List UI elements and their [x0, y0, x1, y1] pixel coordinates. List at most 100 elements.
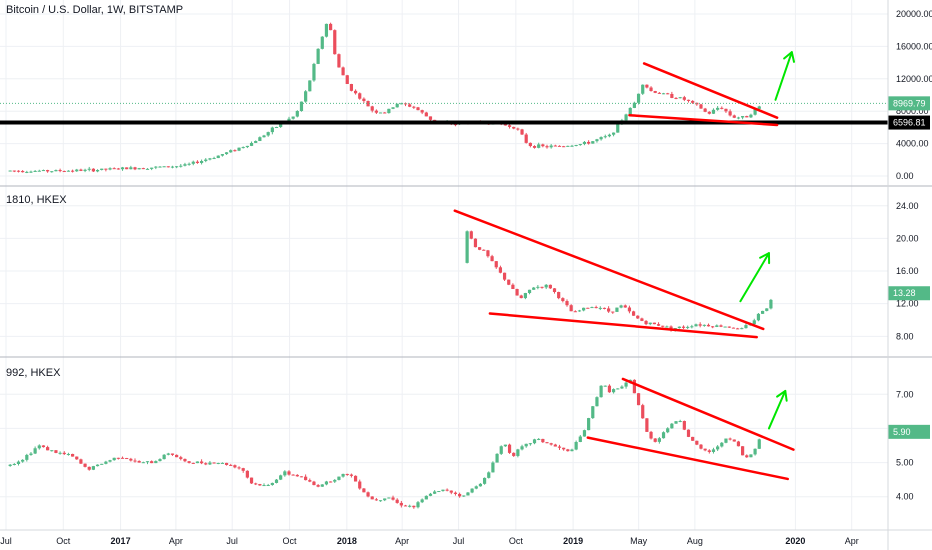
candle-body	[324, 481, 329, 485]
candle-body	[150, 167, 154, 169]
candle-body	[632, 102, 637, 108]
candle-body	[237, 467, 241, 469]
candle-body	[191, 161, 195, 164]
candle-body	[29, 171, 33, 173]
price-tick-label: 0.00	[896, 171, 914, 181]
candle-body	[711, 326, 715, 328]
candle-body	[195, 461, 200, 464]
candle-body	[50, 171, 54, 173]
candle-body	[661, 432, 666, 439]
candle-body	[333, 30, 337, 55]
last-price-label: 13.28	[893, 288, 916, 298]
candle-body	[95, 464, 100, 467]
candle-body	[175, 166, 179, 168]
candle-body	[254, 483, 258, 485]
candle-body	[391, 107, 395, 109]
candle-body	[636, 93, 641, 103]
candle-body	[745, 455, 749, 458]
time-tick-label: Jul	[0, 536, 12, 546]
candle-body	[100, 168, 104, 170]
candle-body	[21, 171, 25, 173]
candle-body	[279, 475, 283, 480]
candle-body	[524, 134, 528, 143]
candle-body	[395, 499, 399, 503]
candle-body	[595, 397, 599, 407]
candle-body	[212, 158, 216, 160]
candle-body	[636, 315, 640, 319]
candle-body	[58, 170, 62, 172]
candle-body	[353, 90, 358, 94]
candle-body	[237, 147, 241, 151]
candle-body	[145, 461, 150, 463]
candle-body	[258, 484, 262, 486]
candle-body	[677, 326, 681, 329]
candle-body	[615, 307, 619, 312]
candle-body	[353, 475, 358, 482]
candle-body	[283, 471, 287, 476]
candle-body	[720, 107, 724, 109]
candle-body	[79, 459, 83, 464]
candle-body	[133, 460, 137, 462]
candle-body	[557, 145, 562, 147]
candle-body	[304, 91, 308, 102]
candle-body	[486, 250, 490, 257]
candle-body	[741, 446, 745, 456]
candle-body	[337, 476, 341, 480]
candle-body	[557, 292, 561, 299]
candle-body	[703, 108, 707, 112]
candle-body	[100, 463, 104, 465]
candle-body	[16, 461, 21, 464]
candle-body	[716, 107, 720, 110]
candle-body	[752, 320, 756, 325]
trend-line	[586, 436, 789, 481]
candle-body	[732, 115, 736, 118]
candle-body	[50, 450, 54, 452]
candle-body	[70, 170, 75, 172]
candle-body	[29, 453, 33, 455]
time-tick-label: 2019	[563, 536, 583, 546]
candle-body	[616, 122, 620, 133]
price-tick-label: 20.00	[896, 233, 919, 243]
candle-body	[187, 461, 191, 463]
candle-body	[757, 439, 761, 449]
candle-body	[582, 430, 587, 437]
candle-body	[129, 167, 133, 170]
candle-body	[631, 311, 636, 316]
candle-body	[690, 326, 694, 328]
candle-body	[374, 499, 378, 501]
candle-body	[104, 168, 108, 170]
candle-body	[91, 466, 95, 470]
candle-body	[553, 145, 557, 147]
up-arrow-head	[759, 252, 771, 265]
time-tick-label: 2018	[337, 536, 357, 546]
candle-body	[577, 310, 582, 312]
candle-body	[175, 454, 179, 458]
candle-body	[25, 171, 29, 173]
candle-body	[723, 326, 727, 328]
candle-body	[627, 307, 632, 312]
candle-body	[378, 112, 383, 114]
candle-body	[366, 101, 370, 107]
candle-body	[395, 103, 399, 108]
candle-body	[316, 485, 320, 487]
candle-body	[337, 54, 341, 68]
candle-body	[507, 444, 512, 453]
candle-body	[745, 116, 749, 118]
candle-body	[487, 472, 491, 478]
candle-body	[116, 168, 120, 170]
candle-body	[537, 438, 541, 440]
time-tick-label: Jul	[453, 536, 465, 546]
candle-body	[87, 168, 91, 170]
candle-body	[270, 127, 274, 133]
candle-body	[603, 385, 607, 387]
candle-body	[756, 313, 761, 321]
candle-body	[544, 284, 548, 288]
candle-body	[308, 480, 312, 482]
candle-body	[362, 98, 366, 102]
candle-body	[545, 146, 549, 148]
candle-body	[727, 326, 731, 328]
candle-body	[341, 67, 345, 76]
candle-body	[424, 495, 428, 500]
price-tick-label: 4000.00	[896, 139, 929, 149]
